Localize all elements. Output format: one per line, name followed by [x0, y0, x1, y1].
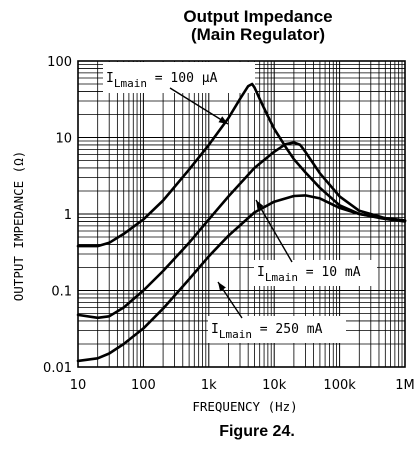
x-axis-label: FREQUENCY (Hz): [192, 399, 297, 414]
chart-title-line1: Output Impedance: [183, 7, 332, 26]
x-tick-label: 100k: [323, 378, 356, 393]
y-axis-label: OUTPUT IMPEDANCE (Ω): [11, 151, 26, 302]
y-tick-label: 10: [55, 132, 72, 147]
y-tick-label: 0.01: [43, 361, 72, 376]
y-tick-label: 1: [64, 208, 72, 223]
y-tick-label: 0.1: [51, 285, 72, 300]
x-tick-label: 1k: [201, 378, 217, 393]
arrowhead-3: [218, 282, 226, 291]
figure-caption: Figure 24.: [219, 423, 295, 440]
y-tick-label: 100: [47, 55, 72, 70]
x-tick-label: 10k: [262, 378, 287, 393]
x-tick-label: 100: [131, 378, 156, 393]
chart-title-line2: (Main Regulator): [191, 25, 325, 44]
x-tick-label: 1M: [395, 378, 415, 393]
x-tick-label: 10: [70, 378, 87, 393]
